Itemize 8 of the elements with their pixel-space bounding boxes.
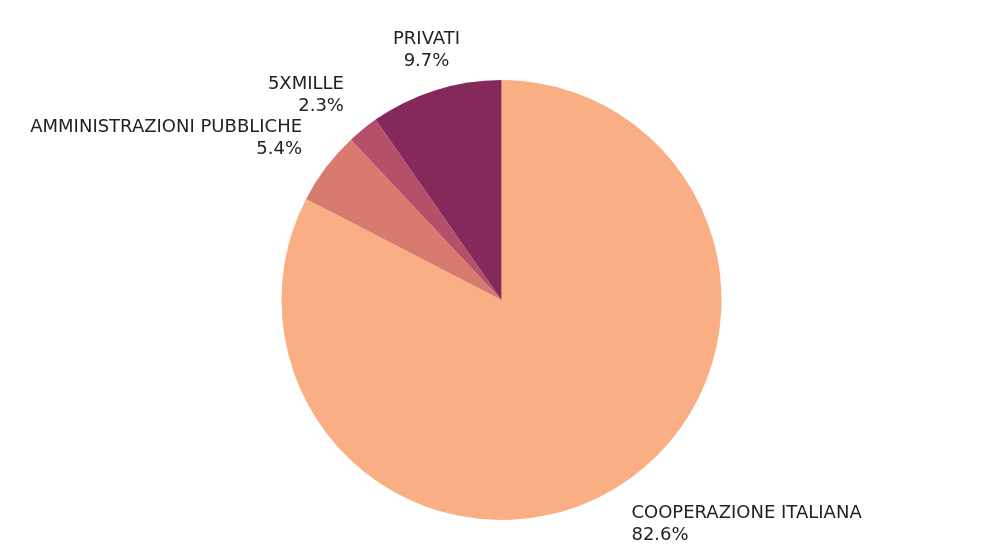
data-label: 2.3% bbox=[298, 93, 344, 115]
data-label: 5.4% bbox=[256, 136, 303, 158]
slice-label: AMMINISTRAZIONI PUBBLICHE bbox=[30, 114, 303, 136]
data-label: 9.7% bbox=[403, 49, 450, 71]
data-label: 82.6% bbox=[631, 523, 689, 545]
slice-label: PRIVATI bbox=[392, 27, 461, 49]
slice-label: 5XMILLE bbox=[267, 71, 344, 93]
slice-label: COOPERAZIONE ITALIANA bbox=[631, 501, 863, 523]
